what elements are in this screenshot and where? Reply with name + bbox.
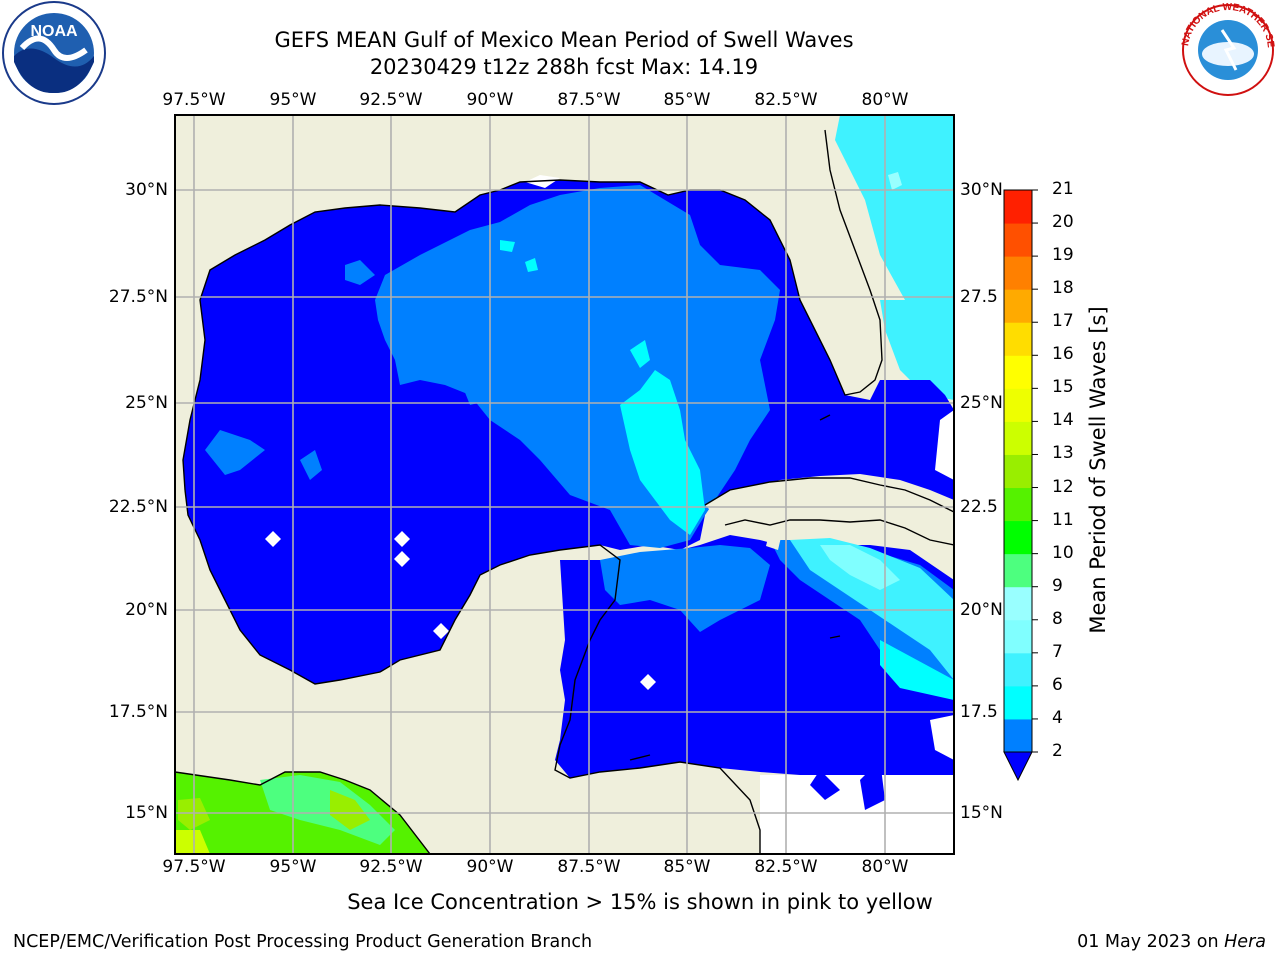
colorbar-segment [1004,487,1032,522]
colorbar-segment [1004,388,1032,422]
chart-subtitle: 20230429 t12z 288h fcst Max: 14.19 [369,55,759,79]
cuba-land [705,478,954,540]
colorbar-segment [1004,190,1032,224]
colorbar-segment [1004,289,1032,323]
lat-label-right: 27.5 [960,287,998,307]
colorbar-segment [1004,586,1032,621]
lon-label-top: 92.5°W [359,90,423,110]
lon-label-bottom: 80°W [861,857,909,877]
lon-label-top: 87.5°W [557,90,621,110]
lat-label-right: 20°N [960,600,1003,620]
lat-label-left: 27.5°N [108,287,168,307]
lon-label-bottom: 97.5°W [162,857,226,877]
footer-right: 01 May 2023 on Hera [1077,932,1266,952]
lat-label-left: 17.5°N [108,702,168,722]
lat-label-right: 22.5 [960,497,998,517]
colorbar-tick-label: 8 [1052,608,1063,629]
chart-title: GEFS MEAN Gulf of Mexico Mean Period of … [274,28,854,52]
lon-label-top: 97.5°W [162,90,226,110]
colorbar-segment [1004,520,1032,555]
lat-label-right: 25°N [960,393,1003,413]
colorbar-tick-label: 9 [1052,575,1063,596]
colorbar-tick-label: 11 [1052,509,1074,530]
colorbar-tick-label: 18 [1052,278,1074,299]
colorbar-segment [1004,322,1032,356]
noaa-logo-text: NOAA [30,23,78,40]
colorbar-segment [1004,256,1032,290]
colorbar-segment [1004,355,1032,389]
colorbar-segment [1004,223,1032,257]
lon-label-bottom: 92.5°W [359,857,423,877]
lon-label-top: 90°W [466,90,514,110]
colorbar-tick-label: 17 [1052,311,1074,332]
colorbar-extension [1003,751,1033,782]
colorbar-segment [1004,553,1032,588]
colorbar [1003,189,1038,782]
colorbar-tick-label: 10 [1052,542,1074,563]
colorbar-segment [1004,421,1032,455]
colorbar-tick-label: 6 [1052,674,1063,695]
colorbar-segment [1004,652,1032,687]
colorbar-tick-label: 12 [1052,476,1074,497]
lon-label-top: 82.5°W [754,90,818,110]
lon-label-top: 95°W [269,90,317,110]
colorbar-segment [1004,718,1032,753]
footer-left: NCEP/EMC/Verification Post Processing Pr… [13,932,593,952]
lon-label-bottom: 90°W [466,857,514,877]
colorbar-title: Mean Period of Swell Waves [s] [1086,306,1110,634]
colorbar-tick-label: 20 [1052,212,1074,233]
lat-label-left: 20°N [125,600,168,620]
colorbar-tick-label: 16 [1052,344,1074,365]
lon-label-bottom: 95°W [269,857,317,877]
map-frame [174,114,955,855]
colorbar-tick-label: 2 [1052,741,1063,761]
colorbar-tick-label: 15 [1052,377,1074,398]
colorbar-tick-label: 7 [1052,641,1063,662]
colorbar-tick-label: 13 [1052,443,1074,464]
lat-label-left: 15°N [125,803,168,823]
coastlines [175,129,954,854]
atlantic-swell-region [835,115,954,350]
colorbar-segment [1004,685,1032,720]
footer-host: Hera [1224,932,1266,952]
colorbar-tick-label: 4 [1052,707,1063,728]
footer-date: 01 May 2023 on [1077,932,1225,952]
lat-label-right: 15°N [960,803,1003,823]
nws-logo: NATIONAL WEATHER SERVICE [1176,0,1276,96]
lat-label-left: 25°N [125,393,168,413]
lat-label-right: 30°N [960,180,1003,200]
colorbar-tick-label: 19 [1052,245,1074,266]
lat-label-right: 17.5 [960,702,998,722]
colorbar-segment [1004,454,1032,489]
lon-label-bottom: 82.5°W [754,857,818,877]
colorbar-tick-label: 14 [1052,410,1074,431]
lon-label-top: 85°W [663,90,711,110]
lon-label-top: 80°W [861,90,909,110]
colorbar-frame [1003,189,1033,753]
lon-label-bottom: 87.5°W [557,857,621,877]
lon-label-bottom: 85°W [663,857,711,877]
noaa-logo: NOAA [2,1,106,105]
colorbar-tick-label: 21 [1052,179,1074,199]
lat-label-left: 30°N [125,180,168,200]
graticule [175,115,954,854]
sea-ice-note: Sea Ice Concentration > 15% is shown in … [347,890,933,914]
lat-label-left: 22.5°N [108,497,168,517]
colorbar-segment [1004,619,1032,654]
